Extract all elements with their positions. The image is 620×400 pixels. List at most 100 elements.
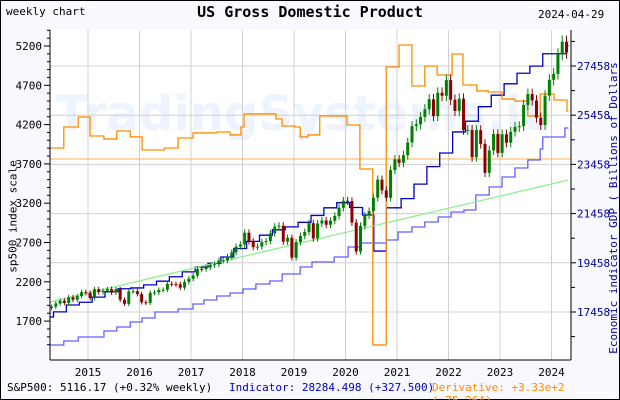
sp500-bar: [114, 289, 118, 293]
sp500-bar: [440, 92, 444, 96]
sp500-bar: [359, 225, 363, 252]
sp500-bar: [470, 129, 474, 158]
sp500-bar: [256, 246, 260, 248]
x-axis-tick-label: 2024: [538, 366, 565, 379]
sp500-bar: [367, 211, 371, 216]
sp500-bar: [230, 252, 234, 257]
left-axis-tick-label: 4700: [16, 79, 43, 92]
sp500-bar: [148, 292, 152, 303]
right-axis-tick-label: 23458: [577, 158, 610, 171]
sp500-bar: [225, 256, 229, 261]
sp500-bar: [341, 200, 345, 208]
sp500-bar: [286, 237, 290, 242]
chart-date: 2024-04-29: [538, 8, 605, 21]
sp500-bar: [543, 95, 547, 126]
sp500-bar: [161, 289, 165, 291]
right-axis-tick-label: 27458: [577, 60, 610, 73]
sp500-bar: [217, 260, 221, 265]
x-axis-tick-label: 2015: [75, 366, 102, 379]
sp500-bar: [208, 265, 212, 268]
sp500-bar: [328, 220, 332, 225]
sp500-bar: [487, 150, 491, 173]
sp500-bar: [54, 303, 58, 307]
x-axis-tick-label: 2016: [126, 366, 153, 379]
sp500-bar: [492, 134, 496, 151]
sp500-bar: [178, 284, 182, 288]
sp500-bar: [337, 207, 341, 216]
sp500-bar: [243, 232, 247, 245]
sp500-bar: [303, 231, 307, 236]
sp500-bar: [247, 232, 251, 242]
sp500-bar: [444, 80, 448, 96]
right-axis-tick-label: 19458: [577, 257, 610, 270]
sp500-bar: [354, 222, 358, 252]
left-axis-label: sp500 index scale: [6, 160, 20, 273]
sp500-bar: [371, 197, 375, 212]
left-axis-tick-label: 3200: [16, 197, 43, 210]
sp500-bar: [307, 223, 311, 232]
sp500-bar: [281, 225, 285, 242]
left-axis-tick-label: 5200: [16, 40, 43, 53]
sp500-bar: [88, 292, 92, 298]
sp500-bar: [260, 242, 264, 247]
sp500-bar: [384, 190, 388, 198]
sp500-bar: [517, 126, 521, 128]
sp500-bar: [419, 116, 423, 125]
right-axis-label: Economic indicator GDP ( Billions of Dol…: [607, 62, 620, 354]
sp500-bar: [157, 289, 161, 293]
derivative-readout: Derivative: +3.33e+2 (-75.264): [432, 381, 565, 400]
sp500-bar: [140, 294, 144, 303]
x-axis-tick-label: 2017: [178, 366, 205, 379]
sp500-bar: [552, 73, 556, 80]
sp500-bar: [264, 241, 268, 243]
sp500-bar: [183, 281, 187, 288]
sp500-bar: [135, 291, 139, 295]
sp500-bar: [324, 220, 328, 225]
sp500-bar: [234, 246, 238, 253]
sp500-bar: [380, 179, 384, 191]
sp500-bar: [401, 155, 405, 163]
left-axis-tick-label: 1700: [16, 315, 43, 328]
sp500-bar: [560, 41, 564, 55]
sp500-bar: [110, 289, 114, 293]
sp500-bar: [509, 131, 513, 143]
sp500-bar: [200, 268, 204, 270]
sp500-bar: [410, 126, 414, 143]
sp500-bar: [316, 223, 320, 239]
sp500-bar: [436, 92, 440, 117]
left-axis-tick-label: 2700: [16, 237, 43, 250]
sp500-bar: [423, 109, 427, 117]
sp500-bar: [97, 289, 101, 293]
sp500-bar: [565, 41, 569, 53]
sp500-bar: [290, 237, 294, 258]
left-axis-tick-label: 3700: [16, 158, 43, 171]
sp500-bar: [363, 215, 367, 226]
right-axis-tick-label: 25458: [577, 109, 610, 122]
sp500-bar: [346, 200, 350, 202]
left-axis-tick-label: 4200: [16, 119, 43, 132]
indicator-readout: Indicator: 28284.498 (+327.500): [229, 381, 435, 394]
sp500-bar: [504, 134, 508, 143]
sp500-bar: [62, 300, 66, 303]
sp500-bar: [58, 300, 62, 304]
sp500-bar: [127, 291, 131, 304]
sp500-readout: S&P500: 5116.17 (+0.32% weekly): [7, 381, 213, 394]
x-axis-tick-label: 2023: [487, 366, 514, 379]
sp500-bar: [174, 284, 178, 286]
trend-line: [49, 179, 569, 303]
sp500-bar: [393, 159, 397, 171]
sp500-bar: [298, 235, 302, 243]
right-axis-tick-label: 21458: [577, 208, 610, 221]
sp500-bar: [251, 241, 255, 248]
sp500-bar: [466, 129, 470, 131]
sp500-bar: [431, 99, 435, 117]
sp500-bar: [221, 260, 225, 262]
sp500-bar: [294, 242, 298, 258]
x-axis-tick-label: 2020: [332, 366, 359, 379]
sp500-bar: [238, 244, 242, 247]
sp500-bar: [153, 292, 157, 294]
sp500-bar: [191, 275, 195, 279]
sp500-bar: [427, 99, 431, 110]
